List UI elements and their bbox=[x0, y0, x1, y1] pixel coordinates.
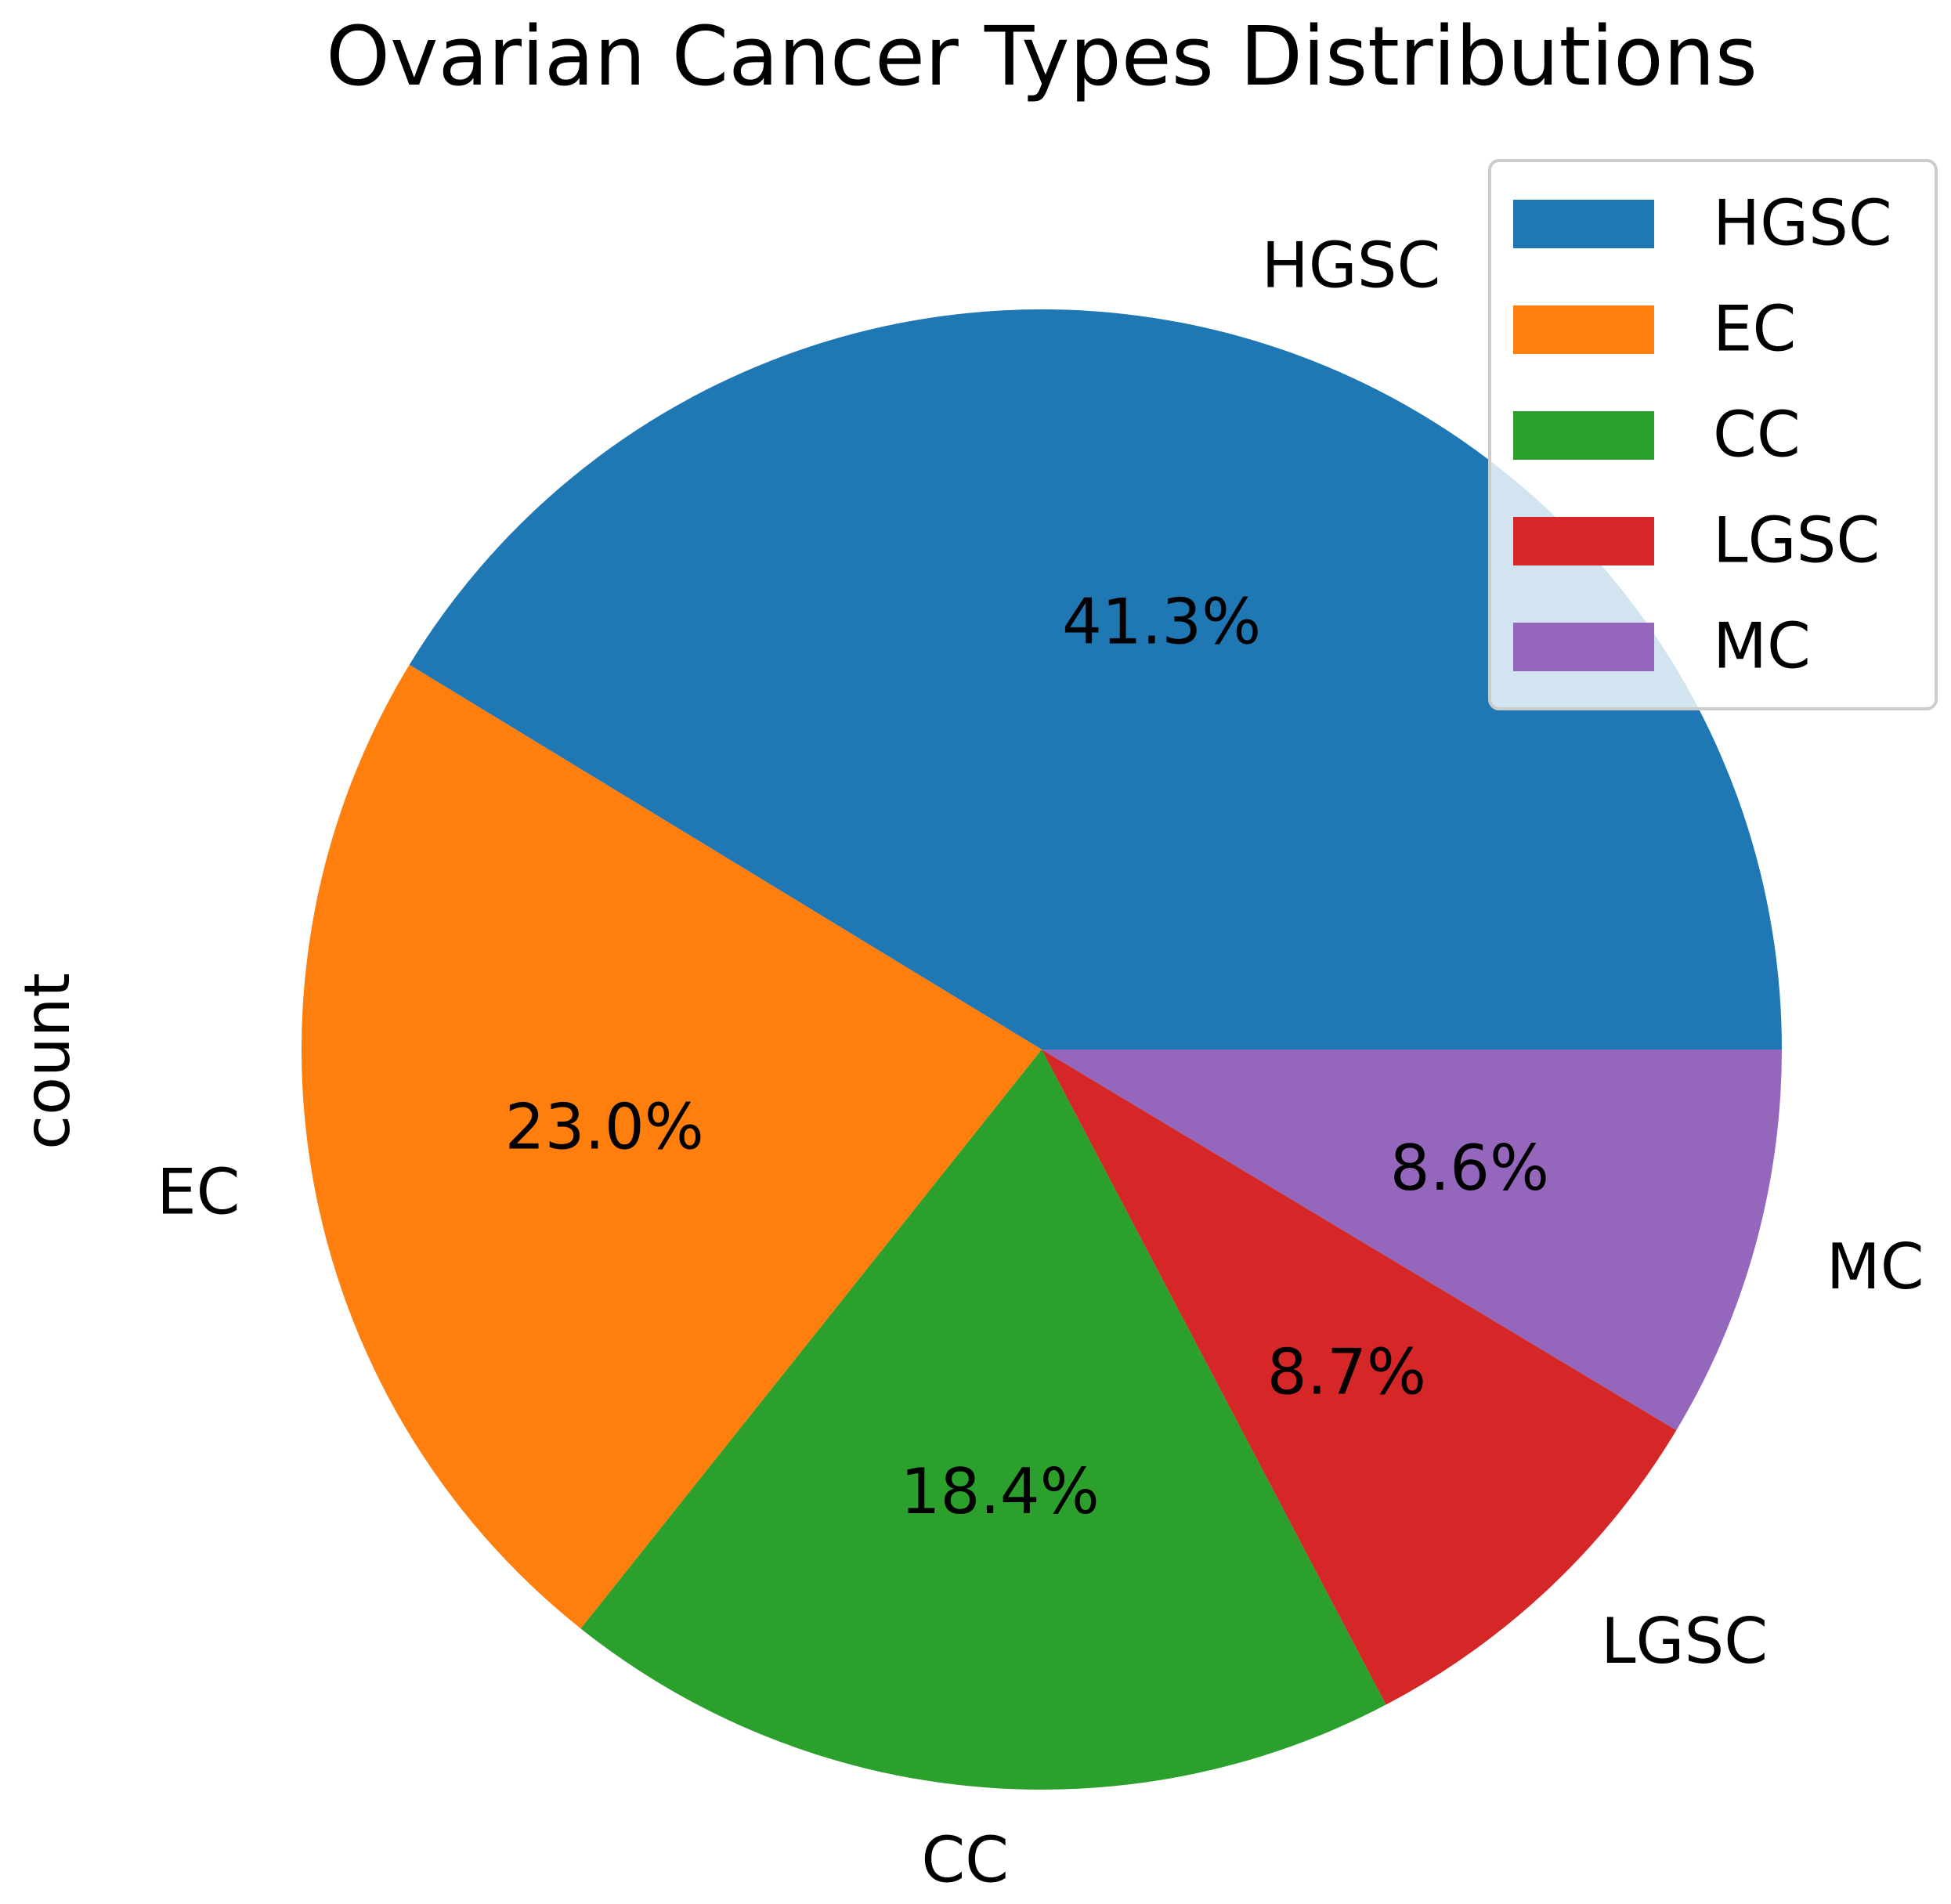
percent-label-hgsc: 41.3% bbox=[1062, 586, 1261, 659]
category-label-cc: CC bbox=[921, 1823, 1009, 1896]
legend-label-lgsc: LGSC bbox=[1713, 504, 1880, 577]
legend-label-cc: CC bbox=[1713, 399, 1801, 471]
pie-slice-mc bbox=[1042, 1050, 1782, 1431]
percent-label-ec: 23.0% bbox=[505, 1091, 704, 1164]
legend-box bbox=[1488, 159, 1938, 710]
category-label-hgsc: HGSC bbox=[1262, 229, 1441, 302]
percent-labels: 41.3% 23.0% 18.4% 8.7% 8.6% bbox=[505, 586, 1549, 1528]
pie-slice-hgsc bbox=[409, 309, 1783, 1050]
legend-label-hgsc: HGSC bbox=[1713, 187, 1892, 260]
category-label-mc: MC bbox=[1826, 1230, 1924, 1303]
category-labels: HGSC EC CC LGSC MC bbox=[157, 229, 1924, 1897]
pie-slice-ec bbox=[302, 664, 1042, 1629]
legend-swatch-cc bbox=[1513, 411, 1654, 460]
percent-label-cc: 18.4% bbox=[901, 1455, 1100, 1528]
pie-slices bbox=[302, 309, 1783, 1790]
legend-swatch-hgsc bbox=[1513, 200, 1654, 248]
percent-label-lgsc: 8.7% bbox=[1267, 1336, 1426, 1409]
chart-title: Ovarian Cancer Types Distributions bbox=[326, 9, 1758, 104]
pie-slice-cc bbox=[580, 1050, 1386, 1790]
legend-swatch-ec bbox=[1513, 305, 1654, 354]
category-label-ec: EC bbox=[157, 1155, 240, 1228]
legend-label-ec: EC bbox=[1713, 293, 1796, 366]
percent-label-mc: 8.6% bbox=[1390, 1132, 1549, 1205]
legend-label-mc: MC bbox=[1713, 610, 1811, 683]
y-axis-label: count bbox=[11, 973, 84, 1150]
legend-swatch-lgsc bbox=[1513, 517, 1654, 565]
legend: HGSC EC CC LGSC MC bbox=[1488, 159, 1938, 710]
category-label-lgsc: LGSC bbox=[1601, 1605, 1768, 1678]
pie-slice-lgsc bbox=[1042, 1050, 1677, 1705]
legend-swatch-mc bbox=[1513, 623, 1654, 671]
